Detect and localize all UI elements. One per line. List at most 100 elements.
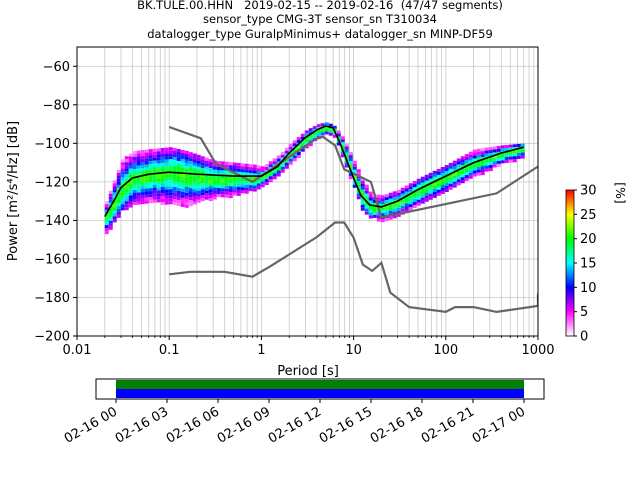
psd-cell — [144, 164, 149, 168]
psd-cell — [444, 168, 449, 172]
psd-cell — [140, 150, 145, 154]
timeline-coverage — [116, 380, 524, 398]
psd-cell — [248, 173, 253, 177]
psd-cell — [156, 157, 161, 161]
psd-cell — [252, 170, 257, 174]
psd-cell — [452, 160, 457, 164]
psd-cell — [140, 201, 145, 205]
psd-cell — [360, 189, 365, 193]
psd-cell — [148, 170, 153, 174]
psd-cell — [520, 143, 525, 147]
psd-cell — [212, 166, 217, 170]
psd-cell — [132, 178, 137, 182]
psd-cell — [132, 187, 137, 191]
psd-cell — [204, 184, 209, 188]
psd-cell — [472, 170, 477, 174]
psd-cell — [116, 202, 121, 206]
psd-cell — [372, 208, 377, 212]
psd-cell — [340, 139, 345, 143]
psd-cell — [232, 162, 237, 166]
psd-cell — [156, 199, 161, 203]
psd-cell — [432, 185, 437, 189]
psd-cell — [168, 153, 173, 157]
psd-cell — [352, 166, 357, 170]
psd-cell — [360, 207, 365, 211]
psd-cell — [156, 169, 161, 173]
psd-cell — [388, 192, 393, 196]
psd-cell — [276, 173, 281, 177]
psd-cell — [412, 193, 417, 197]
psd-cell — [500, 154, 505, 158]
psd-cell — [512, 144, 517, 148]
psd-cell — [280, 166, 285, 170]
psd-cell — [104, 225, 109, 229]
psd-cell — [148, 194, 153, 198]
psd-cell — [168, 201, 173, 205]
psd-cell — [160, 180, 165, 184]
psd-cell — [228, 195, 233, 199]
psd-cell — [332, 134, 337, 138]
psd-cell — [220, 188, 225, 192]
psd-cell — [216, 167, 221, 171]
psd-cell — [196, 169, 201, 173]
psd-cell — [156, 196, 161, 200]
colorbar — [565, 189, 575, 337]
psd-cell — [220, 167, 225, 171]
timeline-tick-label: 02-16 03 — [113, 404, 171, 446]
psd-cell — [124, 195, 129, 199]
psd-cell — [268, 164, 273, 168]
psd-cell — [192, 168, 197, 172]
psd-cell — [196, 181, 201, 185]
psd-cell — [244, 175, 249, 179]
psd-cell — [180, 197, 185, 201]
psd-cell — [384, 200, 389, 204]
psd-cell — [188, 188, 193, 192]
psd-cell — [128, 168, 133, 172]
psd-cell — [192, 165, 197, 169]
psd-cell — [144, 185, 149, 189]
psd-cell — [164, 174, 169, 178]
psd-cell — [168, 186, 173, 190]
psd-cell — [196, 157, 201, 161]
psd-cell — [232, 177, 237, 181]
psd-cell — [364, 208, 369, 212]
psd-cell — [296, 155, 301, 159]
psd-cell — [444, 186, 449, 190]
psd-cell — [152, 151, 157, 155]
psd-cell — [296, 137, 301, 141]
psd-cell — [244, 166, 249, 170]
psd-cell — [504, 153, 509, 157]
psd-cell — [212, 190, 217, 194]
psd-cell — [184, 162, 189, 166]
psd-cell — [456, 161, 461, 165]
psd-cell — [364, 184, 369, 188]
psd-cell — [132, 166, 137, 170]
psd-cell — [352, 175, 357, 179]
psd-cell — [120, 189, 125, 193]
psd-cell — [136, 177, 141, 181]
psd-cell — [196, 175, 201, 179]
psd-cell — [284, 162, 289, 166]
psd-cell — [200, 183, 205, 187]
psd-cell — [132, 202, 137, 206]
psd-cell — [460, 159, 465, 163]
psd-cell — [452, 175, 457, 179]
psd-cell — [276, 155, 281, 159]
psd-cell — [372, 199, 377, 203]
psd-cell — [176, 193, 181, 197]
psd-cell — [412, 199, 417, 203]
psd-cell — [428, 178, 433, 182]
psd-cell — [156, 160, 161, 164]
psd-cell — [176, 163, 181, 167]
psd-cell — [440, 169, 445, 173]
psd-cell — [516, 149, 521, 153]
psd-cell — [468, 163, 473, 167]
psd-cell — [112, 213, 117, 217]
psd-cell — [140, 198, 145, 202]
psd-cell — [356, 169, 361, 173]
psd-cell — [312, 126, 317, 130]
psd-cell — [108, 220, 113, 224]
psd-cell — [188, 200, 193, 204]
psd-cell — [104, 228, 109, 232]
x-tick-label: 1 — [257, 343, 265, 358]
